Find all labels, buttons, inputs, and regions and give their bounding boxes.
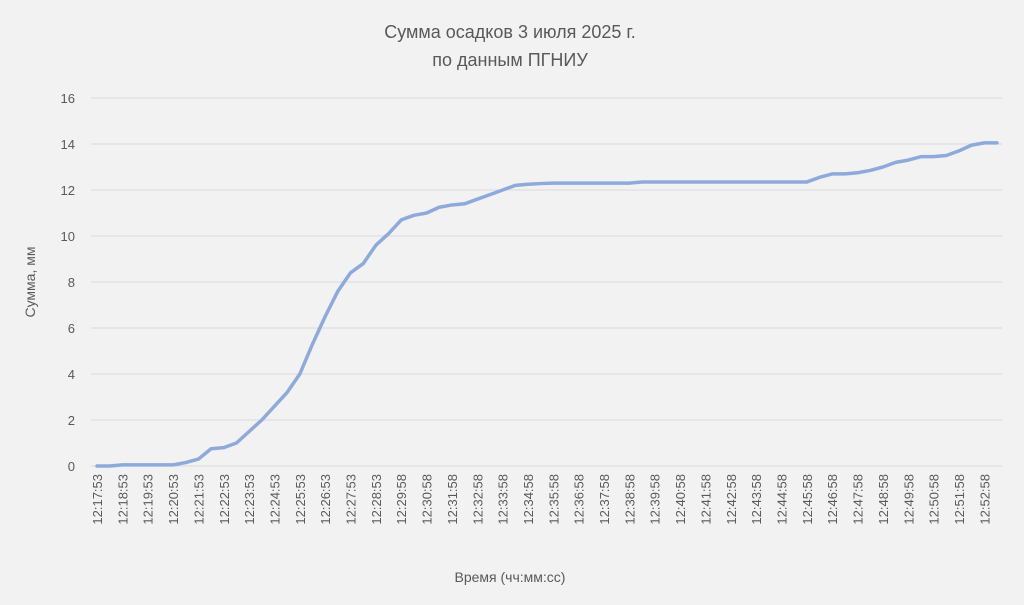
x-tick-label: 12:28:53 bbox=[369, 474, 384, 525]
x-tick-label: 12:22:53 bbox=[217, 474, 232, 525]
y-tick-label: 12 bbox=[61, 183, 75, 198]
y-tick-label: 10 bbox=[61, 229, 75, 244]
x-tick-label: 12:20:53 bbox=[166, 474, 181, 525]
x-tick-label: 12:19:53 bbox=[141, 474, 156, 525]
x-tick-label: 12:44:58 bbox=[775, 474, 790, 525]
x-tick-label: 12:52:58 bbox=[977, 474, 992, 525]
y-tick-label: 4 bbox=[68, 367, 75, 382]
x-tick-label: 12:33:58 bbox=[496, 474, 511, 525]
y-axis-label: Сумма, мм bbox=[22, 246, 38, 317]
x-tick-label: 12:38:58 bbox=[622, 474, 637, 525]
y-tick-label: 0 bbox=[68, 459, 75, 474]
y-tick-label: 16 bbox=[61, 91, 75, 106]
y-tick-label: 8 bbox=[68, 275, 75, 290]
x-tick-label: 12:26:53 bbox=[318, 474, 333, 525]
x-tick-label: 12:41:58 bbox=[698, 474, 713, 525]
x-tick-label: 12:21:53 bbox=[191, 474, 206, 525]
x-tick-label: 12:35:58 bbox=[546, 474, 561, 525]
x-tick-label: 12:31:58 bbox=[445, 474, 460, 525]
x-tick-label: 12:45:58 bbox=[800, 474, 815, 525]
x-tick-label: 12:27:53 bbox=[344, 474, 359, 525]
x-axis-label: Время (чч:мм:сс) bbox=[455, 569, 566, 585]
x-tick-label: 12:48:58 bbox=[876, 474, 891, 525]
x-tick-label: 12:50:58 bbox=[927, 474, 942, 525]
x-tick-label: 12:43:58 bbox=[749, 474, 764, 525]
x-tick-label: 12:18:53 bbox=[115, 474, 130, 525]
x-tick-label: 12:25:53 bbox=[293, 474, 308, 525]
x-tick-label: 12:42:58 bbox=[724, 474, 739, 525]
y-tick-label: 2 bbox=[68, 413, 75, 428]
x-tick-label: 12:49:58 bbox=[901, 474, 916, 525]
chart-subtitle: по данным ПГНИУ bbox=[432, 50, 588, 70]
data-line bbox=[95, 141, 999, 468]
x-tick-label: 12:39:58 bbox=[648, 474, 663, 525]
x-tick-label: 12:23:53 bbox=[242, 474, 257, 525]
chart-title: Сумма осадков 3 июля 2025 г. bbox=[384, 22, 636, 42]
x-tick-label: 12:30:58 bbox=[420, 474, 435, 525]
x-tick-label: 12:24:53 bbox=[267, 474, 282, 525]
x-tick-label: 12:40:58 bbox=[673, 474, 688, 525]
y-tick-label: 6 bbox=[68, 321, 75, 336]
x-tick-label: 12:37:58 bbox=[597, 474, 612, 525]
x-tick-label: 12:51:58 bbox=[952, 474, 967, 525]
x-tick-label: 12:29:58 bbox=[394, 474, 409, 525]
x-tick-label: 12:34:58 bbox=[521, 474, 536, 525]
x-tick-label: 12:17:53 bbox=[90, 474, 105, 525]
x-tick-label: 12:46:58 bbox=[825, 474, 840, 525]
x-tick-label: 12:32:58 bbox=[470, 474, 485, 525]
x-tick-label: 12:36:58 bbox=[572, 474, 587, 525]
y-tick-label: 14 bbox=[61, 137, 75, 152]
x-tick-label: 12:47:58 bbox=[851, 474, 866, 525]
